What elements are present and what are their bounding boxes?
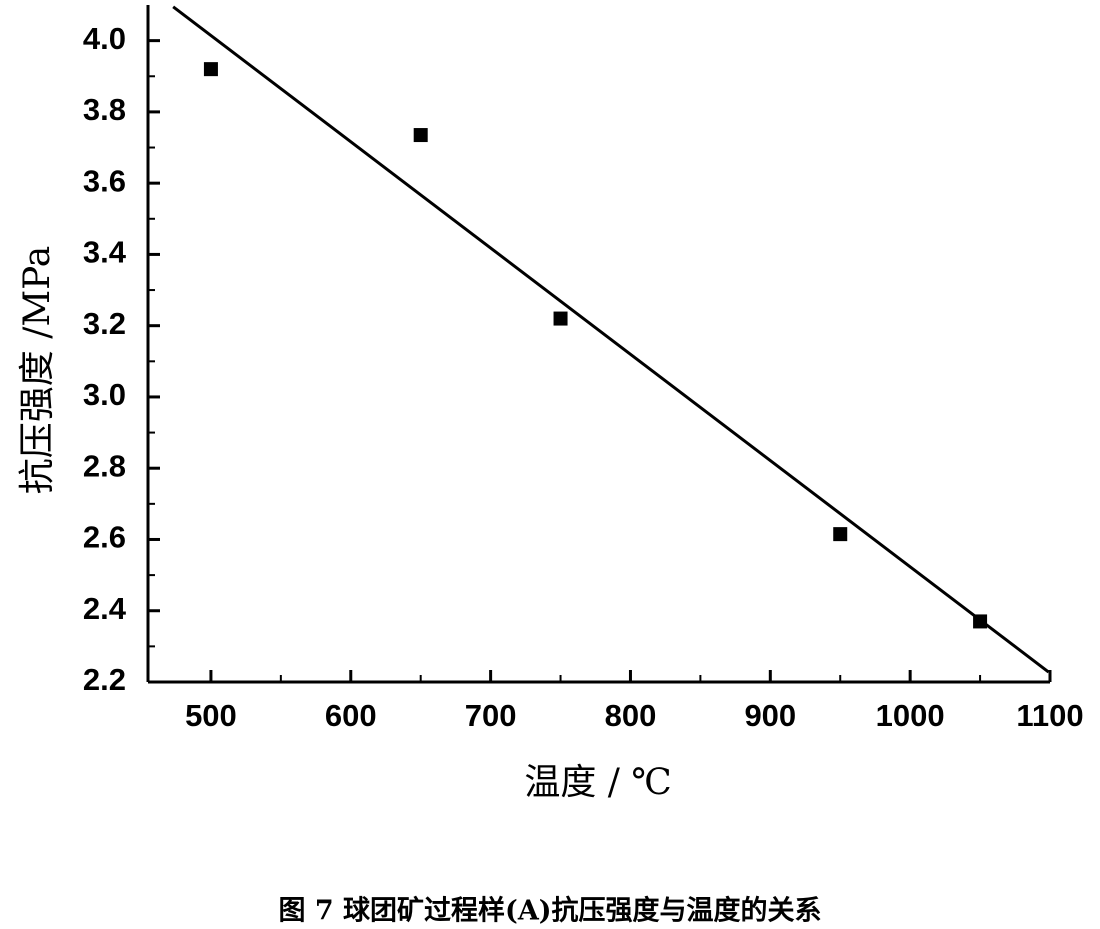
x-tick-label: 700 xyxy=(465,698,517,733)
y-tick-label: 2.2 xyxy=(83,662,126,697)
y-tick-label: 3.2 xyxy=(83,306,126,341)
y-tick-label: 2.8 xyxy=(83,448,126,483)
y-tick-label: 3.6 xyxy=(83,163,126,198)
y-tick-label: 3.8 xyxy=(83,92,126,127)
data-point xyxy=(203,62,218,77)
y-tick-label: 2.4 xyxy=(83,591,127,626)
x-tick-label: 500 xyxy=(185,698,237,733)
caption: 图 7 球团矿过程样(A)抗压强度与温度的关系 xyxy=(278,895,821,927)
x-tick-label: 600 xyxy=(325,698,377,733)
y-tick-label: 3.0 xyxy=(83,377,126,412)
data-point xyxy=(553,311,568,326)
x-tick-label: 900 xyxy=(744,698,796,733)
y-tick-label: 2.6 xyxy=(83,520,126,555)
x-tick-label: 1100 xyxy=(1016,698,1083,733)
fit-line xyxy=(172,5,1050,674)
data-point xyxy=(833,527,848,542)
y-axis-title: 抗压强度 /MPa xyxy=(17,246,58,495)
x-tick-label: 800 xyxy=(605,698,657,733)
y-tick-label: 3.4 xyxy=(83,235,127,270)
y-tick-label: 4.0 xyxy=(83,21,126,56)
data-point xyxy=(413,128,428,143)
x-tick-label: 1000 xyxy=(876,698,945,733)
x-axis-title: 温度 / ℃ xyxy=(524,762,671,803)
